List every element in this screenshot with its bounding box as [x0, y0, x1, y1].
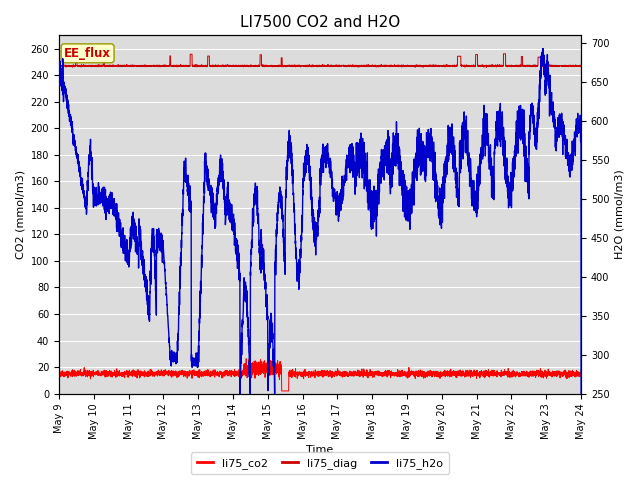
Y-axis label: H2O (mmol/m3): H2O (mmol/m3) — [615, 169, 625, 259]
X-axis label: Time: Time — [307, 445, 333, 455]
Text: EE_flux: EE_flux — [64, 47, 111, 60]
Y-axis label: CO2 (mmol/m3): CO2 (mmol/m3) — [15, 170, 25, 259]
Legend: li75_co2, li75_diag, li75_h2o: li75_co2, li75_diag, li75_h2o — [191, 453, 449, 474]
Title: LI7500 CO2 and H2O: LI7500 CO2 and H2O — [240, 15, 400, 30]
